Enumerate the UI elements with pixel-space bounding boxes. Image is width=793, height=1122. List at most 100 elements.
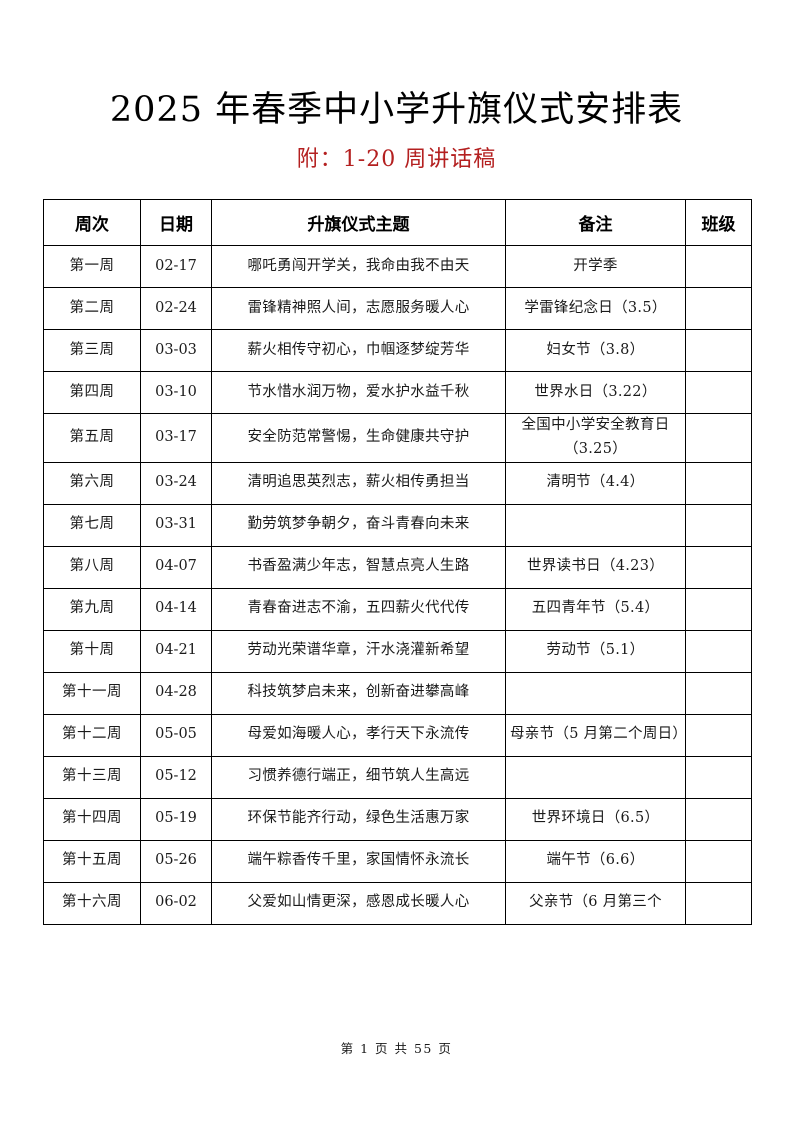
cell-week: 第三周 [43,329,141,372]
cell-date: 06-02 [140,881,212,925]
cell-theme: 母爱如海暖人心，孝行天下永流传 [211,713,506,757]
cell-theme: 哪吒勇闯开学关，我命由我不由天 [211,245,506,288]
cell-class[interactable] [685,797,752,841]
cell-class[interactable] [685,629,752,673]
cell-week: 第二周 [43,287,141,330]
table-row: 第三周 03-03 薪火相传守初心，巾帼逐梦绽芳华 妇女节（3.8） [43,329,752,372]
cell-date: 04-14 [140,587,212,631]
cell-class[interactable] [685,671,752,715]
cell-class[interactable] [685,287,752,330]
cell-week: 第十一周 [43,671,141,715]
table-row: 第十一周 04-28 科技筑梦启未来，创新奋进攀高峰 [43,671,752,715]
table-row: 第九周 04-14 青春奋进志不渝，五四薪火代代传 五四青年节（5.4） [43,587,752,631]
table-row: 第四周 03-10 节水惜水润万物，爱水护水益千秋 世界水日（3.22） [43,371,752,414]
cell-class[interactable] [685,839,752,883]
cell-class[interactable] [685,329,752,372]
cell-theme: 书香盈满少年志，智慧点亮人生路 [211,545,506,589]
table-row: 第十三周 05-12 习惯养德行端正，细节筑人生高远 [43,755,752,799]
cell-theme: 雷锋精神照人间，志愿服务暖人心 [211,287,506,330]
cell-theme: 勤劳筑梦争朝夕，奋斗青春向未来 [211,503,506,547]
cell-date: 04-07 [140,545,212,589]
cell-week: 第十二周 [43,713,141,757]
cell-theme: 端午粽香传千里，家国情怀永流长 [211,839,506,883]
cell-note: 父亲节（6 月第三个 [505,881,686,925]
table-row: 第十二周 05-05 母爱如海暖人心，孝行天下永流传 母亲节（5 月第二个周日） [43,713,752,757]
cell-theme: 习惯养德行端正，细节筑人生高远 [211,755,506,799]
table-row: 第十五周 05-26 端午粽香传千里，家国情怀永流长 端午节（6.6） [43,839,752,883]
cell-date: 05-19 [140,797,212,841]
cell-theme: 清明追思英烈志，薪火相传勇担当 [211,461,506,505]
table-body: 第一周 02-17 哪吒勇闯开学关，我命由我不由天 开学季 第二周 02-24 雷锋精神照人… [43,245,752,925]
table-row: 第六周 03-24 清明追思英烈志，薪火相传勇担当 清明节（4.4） [43,461,752,505]
cell-note: 世界环境日（6.5） [505,797,686,841]
cell-date: 05-12 [140,755,212,799]
cell-note: 全国中小学安全教育日（3.25） [505,413,686,463]
cell-week: 第七周 [43,503,141,547]
cell-class[interactable] [685,881,752,925]
cell-note: 世界读书日（4.23） [505,545,686,589]
cell-week: 第十五周 [43,839,141,883]
cell-week: 第五周 [43,413,141,463]
cell-week: 第十六周 [43,881,141,925]
cell-date: 03-17 [140,413,212,463]
cell-note [505,755,686,799]
cell-class[interactable] [685,755,752,799]
column-header-note: 备注 [505,199,686,246]
schedule-table-container: 周次 日期 升旗仪式主题 备注 班级 第一周 02-17 哪吒勇闯开学关，我命由我不… [43,199,752,925]
cell-theme: 青春奋进志不渝，五四薪火代代传 [211,587,506,631]
cell-note: 妇女节（3.8） [505,329,686,372]
column-header-week: 周次 [43,199,141,246]
cell-week: 第六周 [43,461,141,505]
flag-raising-schedule-table: 周次 日期 升旗仪式主题 备注 班级 第一周 02-17 哪吒勇闯开学关，我命由我不… [43,199,752,925]
cell-date: 04-21 [140,629,212,673]
table-row: 第七周 03-31 勤劳筑梦争朝夕，奋斗青春向未来 [43,503,752,547]
table-row: 第十周 04-21 劳动光荣谱华章，汗水浇灌新希望 劳动节（5.1） [43,629,752,673]
cell-theme: 父爱如山情更深，感恩成长暖人心 [211,881,506,925]
cell-note: 清明节（4.4） [505,461,686,505]
page-footer: 第 1 页 共 55 页 [340,1041,453,1056]
cell-date: 04-28 [140,671,212,715]
table-header: 周次 日期 升旗仪式主题 备注 班级 [43,199,752,246]
cell-date: 03-10 [140,371,212,414]
column-header-class: 班级 [685,199,752,246]
cell-class[interactable] [685,371,752,414]
page-subtitle: 附：1-20 周讲话稿 [296,146,497,172]
cell-week: 第十周 [43,629,141,673]
cell-note: 开学季 [505,245,686,288]
cell-note: 端午节（6.6） [505,839,686,883]
table-row: 第一周 02-17 哪吒勇闯开学关，我命由我不由天 开学季 [43,245,752,288]
cell-date: 03-03 [140,329,212,372]
cell-class[interactable] [685,245,752,288]
cell-date: 02-24 [140,287,212,330]
cell-theme: 薪火相传守初心，巾帼逐梦绽芳华 [211,329,506,372]
cell-date: 05-26 [140,839,212,883]
page-title: 2025 年春季中小学升旗仪式安排表 [109,90,684,130]
cell-class[interactable] [685,503,752,547]
cell-week: 第十三周 [43,755,141,799]
title-block: 2025 年春季中小学升旗仪式安排表 附：1-20 周讲话稿 [0,0,793,174]
cell-class[interactable] [685,587,752,631]
cell-class[interactable] [685,713,752,757]
column-header-date: 日期 [140,199,212,246]
cell-note [505,503,686,547]
cell-week: 第四周 [43,371,141,414]
cell-class[interactable] [685,413,752,463]
cell-note: 学雷锋纪念日（3.5） [505,287,686,330]
table-header-row: 周次 日期 升旗仪式主题 备注 班级 [43,199,752,246]
cell-note: 世界水日（3.22） [505,371,686,414]
cell-note: 五四青年节（5.4） [505,587,686,631]
cell-week: 第八周 [43,545,141,589]
cell-date: 03-31 [140,503,212,547]
cell-class[interactable] [685,545,752,589]
cell-theme: 科技筑梦启未来，创新奋进攀高峰 [211,671,506,715]
cell-theme: 环保节能齐行动，绿色生活惠万家 [211,797,506,841]
cell-week: 第九周 [43,587,141,631]
cell-theme: 安全防范常警惕，生命健康共守护 [211,413,506,463]
table-row: 第五周 03-17 安全防范常警惕，生命健康共守护 全国中小学安全教育日（3.25） [43,413,752,463]
cell-class[interactable] [685,461,752,505]
cell-date: 02-17 [140,245,212,288]
cell-date: 03-24 [140,461,212,505]
table-row: 第二周 02-24 雷锋精神照人间，志愿服务暖人心 学雷锋纪念日（3.5） [43,287,752,330]
cell-theme: 劳动光荣谱华章，汗水浇灌新希望 [211,629,506,673]
